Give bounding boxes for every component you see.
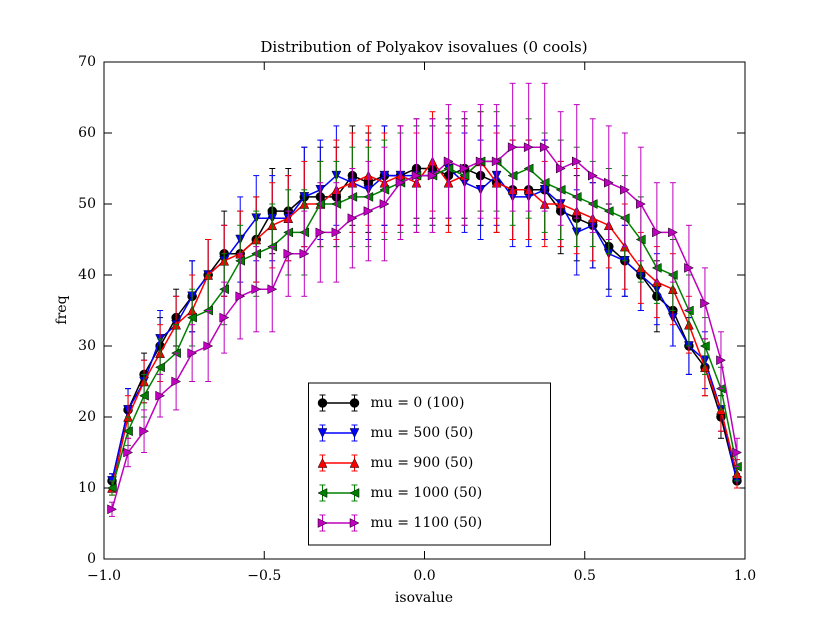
plot-frame [103,61,746,560]
marker [331,227,342,238]
marker [716,355,727,366]
x-tick-label: 0.5 [574,568,596,584]
legend-marker [349,518,360,528]
y-tick-label: 60 [78,125,96,141]
marker [684,262,694,273]
legend-marker [317,518,328,528]
marker [571,156,582,167]
legend-marker [317,457,328,468]
legend-label: mu = 900 (50) [371,455,474,471]
chart-title: Distribution of Polyakov isovalues (0 co… [260,38,587,56]
marker [187,348,198,359]
legend-marker [349,398,360,408]
marker [636,199,646,209]
marker [507,142,518,153]
marker [203,341,214,351]
marker [107,504,118,515]
x-axis-label: isovalue [395,590,453,606]
x-tick-label: 1.0 [734,568,756,584]
y-tick-label: 40 [78,267,96,283]
legend: mu = 0 (100) mu = 500 (50) mu = 900 (50) mu… [308,382,551,546]
marker [427,170,438,181]
marker [139,390,149,401]
marker [379,199,390,209]
y-tick-label: 0 [87,551,96,567]
marker [523,142,534,153]
marker [652,227,662,238]
legend-label: mu = 0 (100) [371,395,465,411]
marker [668,227,678,238]
marker [491,156,502,167]
x-tick-label: −1.0 [87,568,121,584]
marker [283,248,294,259]
marker [699,341,710,351]
y-tick-label: 30 [78,338,96,354]
legend-label: mu = 500 (50) [371,425,474,441]
marker [122,426,133,437]
marker [620,184,630,195]
marker [106,483,117,493]
marker [411,170,422,181]
marker [604,177,614,188]
legend-marker [349,428,360,439]
y-tick-label: 20 [78,409,96,425]
legend-marker [349,488,360,498]
series-line [111,146,738,510]
marker [475,156,486,167]
y-tick-label: 50 [78,196,96,212]
legend-marker [317,398,328,408]
y-tick-label: 70 [78,54,96,70]
marker [155,362,165,373]
marker [363,206,374,217]
marker [700,298,710,309]
y-tick-label: 10 [78,480,96,496]
marker [155,390,166,401]
marker [443,156,454,167]
marker [187,312,197,323]
marker [315,227,326,238]
marker [299,248,310,259]
marker [588,170,598,181]
legend-marker [349,457,360,468]
marker [251,284,262,295]
marker [267,284,278,295]
legend-box [308,382,551,546]
x-tick-label: −0.5 [247,568,281,584]
legend-label: mu = 1000 (50) [371,485,483,501]
series-line [111,160,738,489]
x-tick-label: 0.0 [413,568,435,584]
marker [139,426,150,437]
marker [235,291,246,302]
marker [395,177,406,188]
y-axis-label: freq [54,295,70,324]
marker [459,163,470,174]
marker [732,447,743,458]
marker [555,163,566,174]
marker [539,142,550,153]
marker [171,376,182,387]
marker [219,312,230,323]
legend-marker [317,488,328,498]
marker [347,213,358,224]
legend-label: mu = 1100 (50) [371,515,483,531]
marker [123,447,134,458]
legend-marker [317,428,328,439]
